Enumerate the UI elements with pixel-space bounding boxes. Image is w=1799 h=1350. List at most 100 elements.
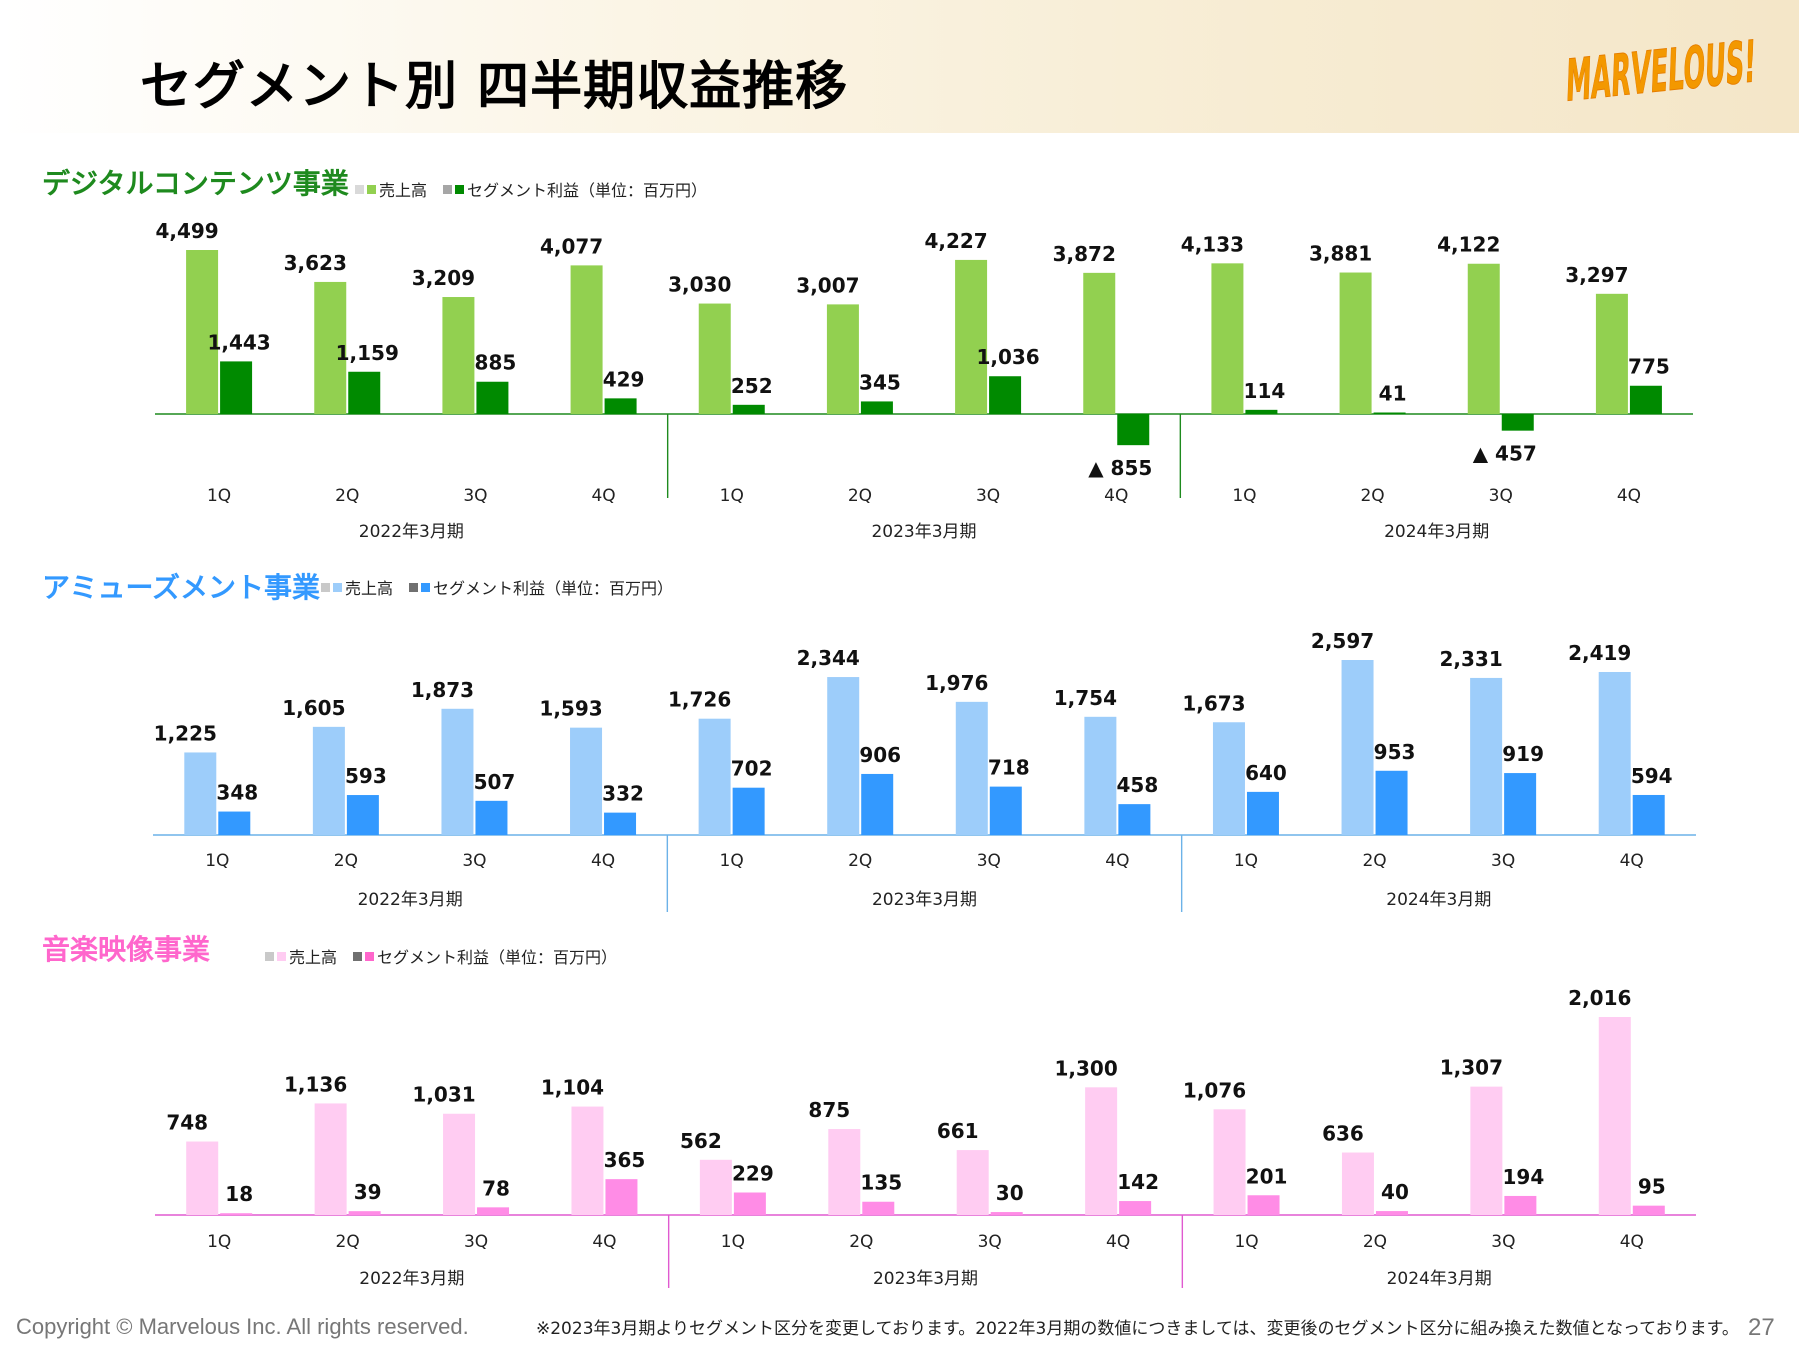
data-label-profit: 30: [996, 1181, 1024, 1205]
legend-profit-swatch: [455, 184, 465, 194]
data-label-profit: 142: [1117, 1170, 1159, 1194]
bar-sales: [1083, 272, 1116, 414]
data-label-sales: 1,225: [154, 721, 217, 745]
data-label-profit: 332: [602, 782, 644, 806]
bar-sales: [1213, 1109, 1246, 1215]
footnote: ※2023年3月期よりセグメント区分を変更しております。2022年3月期の数値に…: [536, 1319, 1739, 1339]
category-tick-label: 1Q: [207, 1232, 231, 1252]
bar-sales: [1341, 1152, 1374, 1215]
data-label-profit: 78: [482, 1176, 510, 1200]
copyright: Copyright © Marvelous Inc. All rights re…: [16, 1314, 469, 1339]
bar-profit: [861, 773, 894, 835]
bar-profit: [348, 371, 381, 414]
legend-sales-swatch: [277, 951, 286, 961]
category-tick-label: 2Q: [1363, 1232, 1387, 1252]
data-label-sales: 1,754: [1054, 686, 1117, 710]
category-tick-label: 3Q: [462, 851, 486, 871]
legend-profit-label: セグメント利益（単位：百万円）: [467, 181, 708, 200]
page-number: 27: [1748, 1314, 1775, 1341]
bar-profit: [989, 376, 1022, 414]
bar-profit: [218, 811, 251, 835]
category-tick-label: 1Q: [205, 851, 229, 871]
data-label-sales: 3,872: [1053, 242, 1116, 266]
bar-profit: [1501, 414, 1534, 431]
data-label-profit: 885: [475, 351, 517, 375]
bar-profit: [732, 787, 765, 835]
category-tick-label: 1Q: [1234, 851, 1258, 871]
bar-sales: [1598, 1017, 1631, 1215]
data-label-sales: 1,300: [1054, 1056, 1117, 1080]
data-label-sales: 636: [1322, 1122, 1364, 1146]
category-tick-label: 3Q: [978, 1232, 1002, 1252]
bar-profit: [605, 1179, 638, 1215]
bar-sales: [1598, 671, 1631, 835]
data-label-sales: 2,419: [1568, 641, 1631, 665]
data-label-profit: 919: [1502, 742, 1544, 766]
data-label-profit: 95: [1638, 1175, 1666, 1199]
category-tick-label: 4Q: [1106, 1232, 1130, 1252]
marvelous-logo: MARVELOUS!: [1564, 27, 1757, 115]
group-label: 2024年3月期: [1387, 1269, 1492, 1289]
data-label-profit: ▲ 855: [1088, 456, 1152, 480]
bar-profit: [1117, 414, 1150, 446]
bar-sales: [1470, 677, 1503, 835]
legend-profit-swatch-gray: [353, 951, 363, 961]
bar-sales: [312, 726, 345, 835]
section-title-digital: デジタルコンテンツ事業: [42, 167, 349, 200]
category-tick-label: 2Q: [1362, 851, 1386, 871]
bar-profit: [1375, 770, 1408, 835]
bar-sales: [1085, 1087, 1118, 1215]
category-tick-label: 3Q: [976, 486, 1000, 506]
data-label-sales: 4,122: [1437, 233, 1500, 257]
data-label-sales: 1,031: [412, 1083, 475, 1107]
legend-sales-label: 売上高: [345, 579, 394, 598]
data-label-sales: 1,605: [282, 696, 345, 720]
bar-profit: [732, 404, 765, 414]
bar-sales: [570, 727, 603, 835]
bar-profit: [1504, 773, 1537, 835]
bar-profit: [1247, 1195, 1280, 1215]
chart-amusement: 1,225 348 1Q 1,605 593 2Q 1,873 507 3Q 1,593 332 4Q…: [153, 629, 1696, 912]
data-label-sales: 4,077: [540, 234, 603, 258]
bar-profit: [1632, 794, 1665, 835]
data-label-profit: 702: [731, 757, 773, 781]
category-tick-label: 4Q: [591, 486, 615, 506]
bar-profit: [346, 795, 379, 835]
data-label-sales: 3,209: [412, 266, 475, 290]
data-label-profit: 1,036: [976, 345, 1039, 369]
data-label-profit: 194: [1503, 1165, 1545, 1189]
category-tick-label: 2Q: [849, 1232, 873, 1252]
data-label-sales: 661: [937, 1119, 979, 1143]
data-label-sales: 4,133: [1181, 232, 1244, 256]
data-label-sales: 1,076: [1183, 1078, 1246, 1102]
data-label-profit: 718: [988, 756, 1030, 780]
bar-profit: [990, 1212, 1023, 1215]
data-label-sales: 2,597: [1311, 629, 1374, 653]
bar-profit: [1246, 791, 1279, 835]
legend-sales-swatch-gray: [321, 582, 330, 592]
data-label-sales: 1,726: [668, 688, 731, 712]
data-label-sales: 748: [166, 1111, 208, 1135]
legend-profit-swatch-gray: [409, 582, 419, 592]
legend-profit-swatch-gray: [443, 184, 453, 194]
group-label: 2024年3月期: [1384, 522, 1489, 542]
bar-sales: [827, 677, 860, 835]
bar-profit: [989, 786, 1022, 835]
chart-digital: 4,499 1,443 1Q 3,623 1,159 2Q 3,209 885 3Q 4,077 4…: [155, 219, 1693, 542]
bar-sales: [314, 281, 347, 414]
data-label-sales: 3,007: [796, 273, 859, 297]
group-label: 2023年3月期: [872, 890, 977, 910]
bar-sales: [571, 1106, 604, 1215]
bar-profit: [1629, 385, 1662, 414]
chart-music: 748 18 1Q 1,136 39 2Q 1,031 78 3Q 1,104 365 4Q 562 22…: [155, 986, 1696, 1289]
category-tick-label: 1Q: [1234, 1232, 1258, 1252]
bar-profit: [604, 812, 637, 835]
data-label-sales: 1,307: [1440, 1056, 1503, 1080]
bar-profit: [220, 361, 253, 414]
group-label: 2024年3月期: [1386, 890, 1491, 910]
bar-profit: [475, 800, 508, 835]
category-tick-label: 2Q: [1360, 486, 1384, 506]
header-band: [0, 0, 1799, 133]
data-label-profit: 953: [1374, 740, 1416, 764]
data-label-profit: 507: [474, 770, 516, 794]
